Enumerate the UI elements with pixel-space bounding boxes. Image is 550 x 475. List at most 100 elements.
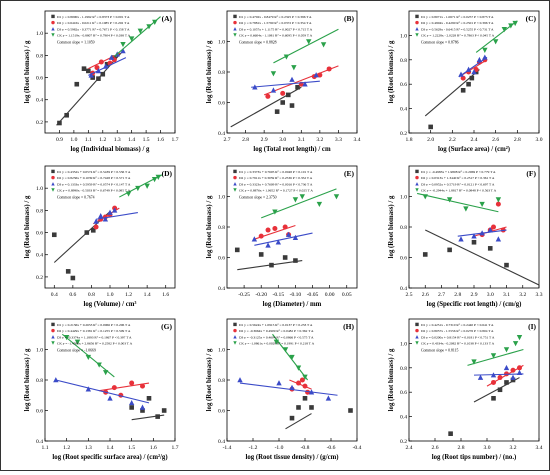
y-tick-label: 0.4 xyxy=(36,253,43,259)
point-D1 xyxy=(81,66,87,71)
x-axis-label: log (Total root length) / cm xyxy=(253,146,331,153)
regression-line-CK xyxy=(417,192,499,213)
point-D1 xyxy=(504,262,509,268)
point-D1 xyxy=(428,124,433,130)
point-D3 xyxy=(477,374,484,380)
y-tick-label: 0.6 xyxy=(36,76,43,82)
panel-3: 1.8 2.0 2.2 2.4 2.6 2.8 3.0 0.2 0.4 0.6 0.8 1.0 log … xyxy=(388,10,543,153)
y-tick-label: 1.0 xyxy=(218,195,225,201)
x-tick-label: 0.8 xyxy=(88,292,95,298)
point-D1 xyxy=(274,109,280,114)
x-tick-label: 3.4 xyxy=(354,137,361,143)
regression-line-D3 xyxy=(458,56,488,78)
y-axis-label: log (Root biomass) / g xyxy=(206,195,213,258)
common-slope-label: Common slope = -1.0669 xyxy=(57,348,96,352)
point-D1 xyxy=(293,258,298,263)
panel-letter: (A) xyxy=(162,14,173,23)
point-D1 xyxy=(90,228,96,233)
x-tick-label: 1.0 xyxy=(70,137,77,143)
x-tick-label: 1.3 xyxy=(114,137,121,143)
x-tick-label: 2.6 xyxy=(422,292,429,298)
x-axis-label: log (Individual biomass) / g xyxy=(71,146,151,153)
legend-equation-D1: D1 y = 0.4251x - 0.7310 R² = 0.2440 P < … xyxy=(421,323,494,327)
plot-area xyxy=(44,165,176,289)
y-tick-label: 1.0 xyxy=(400,341,407,347)
legend-equation-D3: D3 y = 0.0952x + 0.5719 R² = 0.0121 P < … xyxy=(421,182,495,186)
point-D3 xyxy=(102,216,109,222)
point-CK xyxy=(74,339,81,345)
point-D1 xyxy=(146,396,152,401)
point-D1 xyxy=(140,408,145,413)
point-D3 xyxy=(313,72,319,78)
data-layer xyxy=(53,333,167,421)
x-tick-label: 1.8 xyxy=(406,137,413,143)
y-axis-label: log (Root biomass) / g xyxy=(206,348,213,411)
point-D3 xyxy=(270,87,277,93)
legend-marker-D1 xyxy=(233,322,237,327)
legend-marker-D1 xyxy=(415,322,419,327)
point-CK xyxy=(102,370,109,376)
x-tick-label: 2.4 xyxy=(406,445,413,451)
panel-6: 2.5 2.6 2.7 2.8 2.9 3.0 3.1 3.2 3.3 0.4 0.6 0.8 1.0 l… xyxy=(388,165,543,308)
y-tick-label: 0.8 xyxy=(400,58,407,64)
point-CK xyxy=(146,24,152,30)
point-D2 xyxy=(93,224,99,230)
x-axis-label: log (Root tissue density) / (g/cm) xyxy=(245,454,338,461)
point-D3 xyxy=(108,54,115,60)
y-tick-label: 0.4 xyxy=(400,286,407,292)
y-tick-label: 0.6 xyxy=(36,231,43,237)
common-slope-label: Common slope = 0.7674 xyxy=(57,195,95,199)
point-D2 xyxy=(258,233,264,239)
legend-equation-CK: CK y = 0.6604x - 1.1081 R² = 0.6095 P < … xyxy=(239,34,313,38)
legend-marker-D1 xyxy=(51,14,55,19)
panel-2: 2.7 2.8 2.9 3.0 3.1 3.2 3.3 3.4 0.4 0.6 0.8 1.0 log … xyxy=(206,10,361,153)
x-axis-label: log (Specific root length) / (cm/g) xyxy=(427,301,522,308)
point-D1 xyxy=(487,246,493,251)
legend-equation-D1: D1 y = 0.4352x + 0.0574 R² = 0.5439 P < … xyxy=(57,170,131,174)
point-D1 xyxy=(422,252,428,257)
x-tick-label: 2.8 xyxy=(458,445,465,451)
point-CK xyxy=(273,339,280,345)
point-D1 xyxy=(447,247,452,253)
point-D1 xyxy=(510,377,516,383)
x-tick-label: 2.8 xyxy=(454,292,461,298)
point-D1 xyxy=(86,68,91,74)
legend-equation-CK: CK y = 1.1519x - 0.8807 R² = 0.7904 P < … xyxy=(57,34,131,38)
point-CK xyxy=(482,47,488,53)
point-D2 xyxy=(473,67,479,73)
point-D2 xyxy=(510,367,516,373)
legend-marker-D1 xyxy=(233,14,237,19)
plot-area xyxy=(408,10,540,134)
point-CK xyxy=(155,174,161,180)
point-D1 xyxy=(74,81,80,87)
point-CK xyxy=(516,335,523,341)
point-D3 xyxy=(487,227,493,233)
point-CK xyxy=(270,71,277,77)
point-D1 xyxy=(448,431,453,436)
point-D3 xyxy=(88,72,94,78)
x-tick-label: 1.5 xyxy=(128,445,135,451)
legend-marker-D2 xyxy=(415,175,419,180)
legend-equation-CK: CK y = -1.4596x + 2.8656 R² = 0.2582 P <… xyxy=(57,342,133,346)
point-D3 xyxy=(289,76,295,82)
x-tick-label: -1.2 xyxy=(249,445,258,451)
x-tick-label: 3.2 xyxy=(316,137,323,143)
point-CK xyxy=(295,365,302,371)
point-D3 xyxy=(471,69,477,75)
y-tick-label: 0.4 xyxy=(218,286,225,292)
point-CK xyxy=(151,177,158,183)
data-layer xyxy=(234,188,340,271)
data-layer xyxy=(424,20,518,130)
legend-marker-D1 xyxy=(51,169,55,174)
legend-equation-D3: D3 y = 0.3323x + 0.7609 R² = 0.0016 P < … xyxy=(239,182,313,186)
legend-marker-CK xyxy=(51,33,55,37)
regression-line-D2 xyxy=(263,65,339,96)
x-tick-label: 3.0 xyxy=(487,292,494,298)
regression-line-D1 xyxy=(425,229,539,286)
y-tick-label: 0.6 xyxy=(400,390,407,396)
legend-equation-D2: D2 y = 0.4904x - 0.4290 R² = 0.2501 P < … xyxy=(421,21,494,25)
y-tick-label: 0.8 xyxy=(36,208,43,214)
legend-equation-D3: D3 y = 0.5629x - 0.6415 R² = 0.5255 P < … xyxy=(421,27,494,31)
point-CK xyxy=(292,197,299,203)
